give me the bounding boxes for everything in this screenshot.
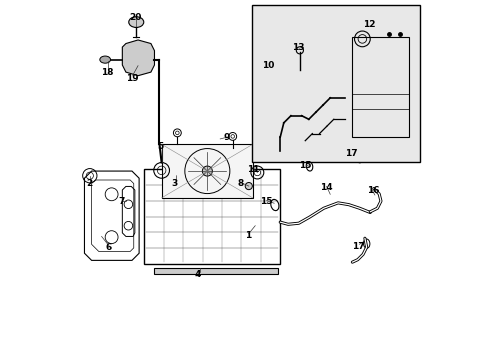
Bar xyxy=(162,144,252,198)
Circle shape xyxy=(105,231,118,244)
Text: 1: 1 xyxy=(244,231,251,240)
Text: 15: 15 xyxy=(298,161,311,170)
Circle shape xyxy=(124,200,132,208)
Text: 19: 19 xyxy=(125,74,138,83)
Text: 17: 17 xyxy=(345,149,357,158)
Polygon shape xyxy=(122,40,154,76)
Text: 9: 9 xyxy=(223,133,229,142)
Text: 17: 17 xyxy=(352,242,365,251)
Ellipse shape xyxy=(100,56,110,63)
Text: 3: 3 xyxy=(171,179,178,188)
Text: 10: 10 xyxy=(261,61,273,70)
Ellipse shape xyxy=(128,17,143,27)
Text: 15: 15 xyxy=(259,197,272,206)
Text: 11: 11 xyxy=(246,165,259,174)
Bar xyxy=(154,267,277,274)
Circle shape xyxy=(124,221,132,230)
Text: 13: 13 xyxy=(291,43,304,52)
Text: 7: 7 xyxy=(118,197,124,206)
Circle shape xyxy=(244,183,252,190)
Circle shape xyxy=(202,166,212,176)
Bar xyxy=(251,5,419,162)
Polygon shape xyxy=(91,180,134,251)
Text: 4: 4 xyxy=(195,270,201,279)
Text: 12: 12 xyxy=(363,20,375,29)
Circle shape xyxy=(105,188,118,201)
Bar xyxy=(144,169,280,264)
Text: 2: 2 xyxy=(86,179,92,188)
Text: 14: 14 xyxy=(320,183,332,192)
Text: 8: 8 xyxy=(237,179,244,188)
Text: 20: 20 xyxy=(129,13,142,22)
Text: 16: 16 xyxy=(366,186,379,195)
Bar xyxy=(351,37,408,137)
Text: 6: 6 xyxy=(105,243,112,252)
Text: 5: 5 xyxy=(157,141,163,150)
Text: 18: 18 xyxy=(101,68,113,77)
